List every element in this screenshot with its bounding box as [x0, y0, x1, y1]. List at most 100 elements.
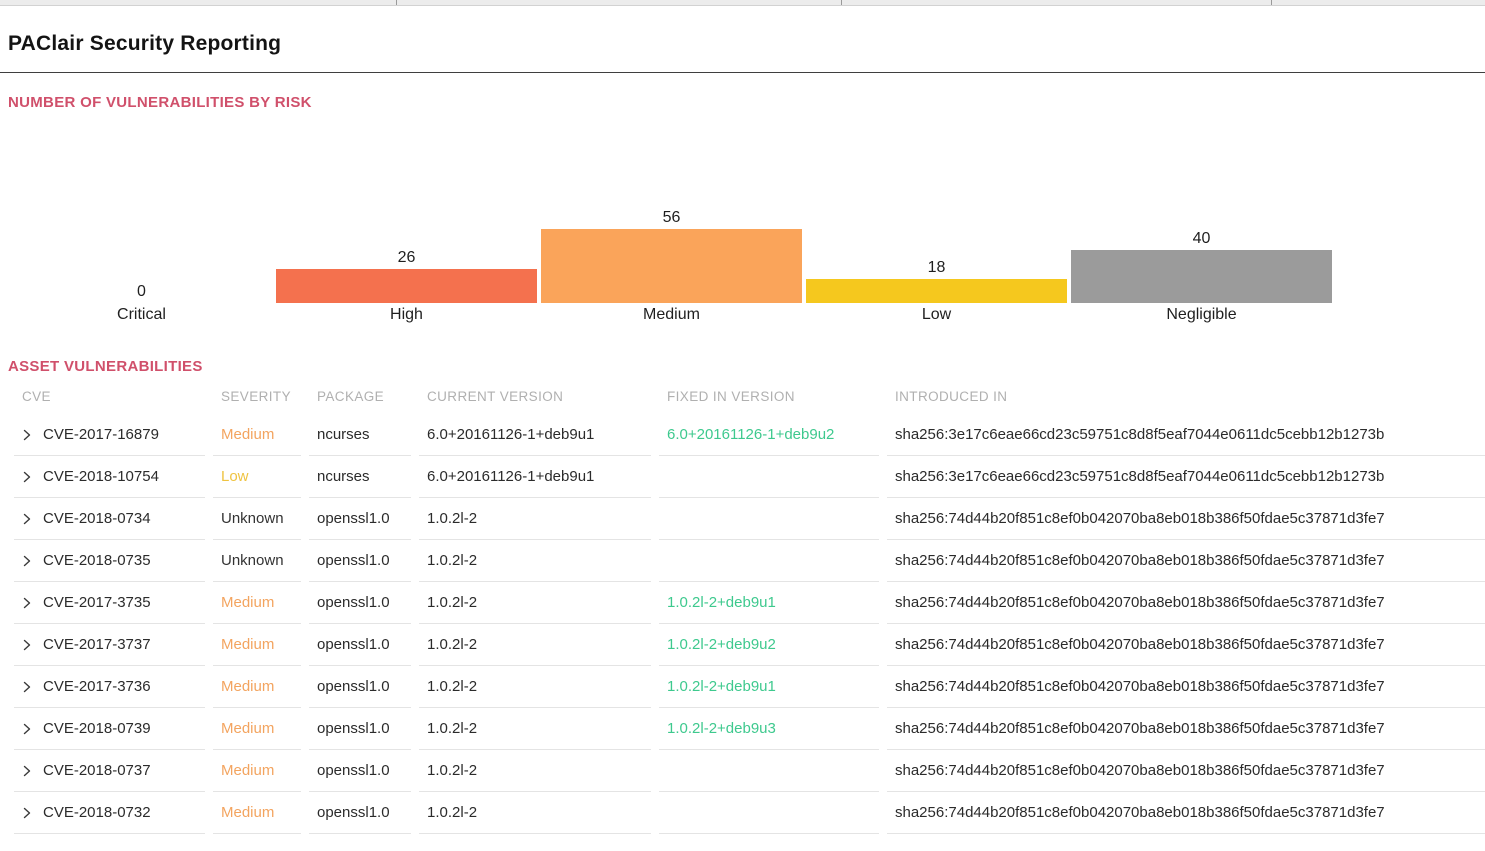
- severity-value: Medium: [213, 666, 301, 708]
- current-version-value: 1.0.2l-2: [419, 792, 651, 834]
- bar-value-label: 56: [662, 209, 681, 226]
- severity-value: Medium: [213, 414, 301, 456]
- table-row[interactable]: CVE-2018-0737 Medium openssl1.0 1.0.2l-2…: [14, 750, 1485, 792]
- bar-chart: 0 Critical 26 High 56 Medium 18 Low 40 N…: [11, 209, 1485, 325]
- title-divider: [0, 72, 1485, 73]
- table-row[interactable]: CVE-2018-0734 Unknown openssl1.0 1.0.2l-…: [14, 498, 1485, 540]
- package-value: openssl1.0: [309, 750, 411, 792]
- package-value: openssl1.0: [309, 540, 411, 582]
- introduced-in-value: sha256:3e17c6eae66cd23c59751c8d8f5eaf704…: [887, 414, 1485, 456]
- introduced-in-value: sha256:74d44b20f851c8ef0b042070ba8eb018b…: [887, 582, 1485, 624]
- bar-category-label: Negligible: [1166, 306, 1237, 323]
- fixed-in-version-value: 1.0.2l-2+deb9u1: [659, 582, 879, 624]
- fixed-in-version-value: [659, 792, 879, 834]
- fixed-in-version-value: [659, 456, 879, 498]
- table-row[interactable]: CVE-2018-10754 Low ncurses 6.0+20161126-…: [14, 456, 1485, 498]
- fixed-in-version-value: [659, 540, 879, 582]
- severity-value: Unknown: [213, 498, 301, 540]
- chevron-right-icon[interactable]: [22, 807, 32, 819]
- severity-value: Medium: [213, 708, 301, 750]
- introduced-in-value: sha256:74d44b20f851c8ef0b042070ba8eb018b…: [887, 750, 1485, 792]
- cve-id: CVE-2017-16879: [43, 426, 159, 443]
- table-row[interactable]: CVE-2017-3736 Medium openssl1.0 1.0.2l-2…: [14, 666, 1485, 708]
- introduced-in-value: sha256:74d44b20f851c8ef0b042070ba8eb018b…: [887, 792, 1485, 834]
- cve-id: CVE-2018-0739: [43, 720, 151, 737]
- current-version-value: 1.0.2l-2: [419, 666, 651, 708]
- current-version-value: 1.0.2l-2: [419, 708, 651, 750]
- bar-category-label: High: [390, 306, 423, 323]
- table-section-heading: ASSET VULNERABILITIES: [8, 358, 203, 375]
- column-header-current-version: CURRENT VERSION: [427, 389, 564, 404]
- package-value: ncurses: [309, 456, 411, 498]
- cve-id: CVE-2018-0737: [43, 762, 151, 779]
- chevron-right-icon[interactable]: [22, 681, 32, 693]
- table-row[interactable]: CVE-2017-3735 Medium openssl1.0 1.0.2l-2…: [14, 582, 1485, 624]
- chevron-right-icon[interactable]: [22, 471, 32, 483]
- bar: [541, 229, 802, 303]
- severity-value: Medium: [213, 792, 301, 834]
- chevron-right-icon[interactable]: [22, 513, 32, 525]
- package-value: openssl1.0: [309, 708, 411, 750]
- table-row[interactable]: CVE-2017-16879 Medium ncurses 6.0+201611…: [14, 414, 1485, 456]
- bar-category-label: Critical: [117, 306, 166, 323]
- bar-value-label: 26: [397, 249, 416, 266]
- table-row[interactable]: CVE-2017-3737 Medium openssl1.0 1.0.2l-2…: [14, 624, 1485, 666]
- current-version-value: 1.0.2l-2: [419, 750, 651, 792]
- top-strip-divider: [396, 0, 397, 5]
- package-value: openssl1.0: [309, 666, 411, 708]
- bar-chart-slot: 56 Medium: [541, 209, 802, 325]
- cve-id: CVE-2017-3735: [43, 594, 151, 611]
- cve-id: CVE-2017-3736: [43, 678, 151, 695]
- column-header-fixed-in-version: FIXED IN VERSION: [667, 389, 795, 404]
- top-strip-divider: [841, 0, 842, 5]
- package-value: openssl1.0: [309, 792, 411, 834]
- cve-id: CVE-2018-0735: [43, 552, 151, 569]
- package-value: ncurses: [309, 414, 411, 456]
- top-strip: [0, 0, 1485, 6]
- fixed-in-version-value: [659, 750, 879, 792]
- chevron-right-icon[interactable]: [22, 555, 32, 567]
- chevron-right-icon[interactable]: [22, 723, 32, 735]
- current-version-value: 1.0.2l-2: [419, 624, 651, 666]
- bar-category-label: Low: [921, 306, 952, 323]
- bar-value-label: 40: [1192, 230, 1211, 247]
- column-header-introduced-in: INTRODUCED IN: [895, 389, 1008, 404]
- introduced-in-value: sha256:74d44b20f851c8ef0b042070ba8eb018b…: [887, 624, 1485, 666]
- top-strip-divider: [1271, 0, 1272, 5]
- current-version-value: 6.0+20161126-1+deb9u1: [419, 414, 651, 456]
- package-value: openssl1.0: [309, 582, 411, 624]
- vulnerability-table: CVE SEVERITY PACKAGE CURRENT VERSION FIX…: [6, 381, 1485, 834]
- bar: [1071, 250, 1332, 303]
- table-row[interactable]: CVE-2018-0732 Medium openssl1.0 1.0.2l-2…: [14, 792, 1485, 834]
- bar-chart-slot: 0 Critical: [11, 283, 272, 325]
- bar: [806, 279, 1067, 303]
- column-header-severity: SEVERITY: [221, 389, 291, 404]
- introduced-in-value: sha256:3e17c6eae66cd23c59751c8d8f5eaf704…: [887, 456, 1485, 498]
- bar-chart-slot: 26 High: [276, 249, 537, 325]
- severity-value: Medium: [213, 624, 301, 666]
- chevron-right-icon[interactable]: [22, 429, 32, 441]
- table-row[interactable]: CVE-2018-0739 Medium openssl1.0 1.0.2l-2…: [14, 708, 1485, 750]
- chart-section-heading: NUMBER OF VULNERABILITIES BY RISK: [8, 94, 312, 111]
- cve-id: CVE-2018-0732: [43, 804, 151, 821]
- current-version-value: 1.0.2l-2: [419, 540, 651, 582]
- severity-value: Unknown: [213, 540, 301, 582]
- fixed-in-version-value: [659, 498, 879, 540]
- cve-id: CVE-2017-3737: [43, 636, 151, 653]
- column-header-cve: CVE: [22, 389, 51, 404]
- chevron-right-icon[interactable]: [22, 597, 32, 609]
- table-body: CVE-2017-16879 Medium ncurses 6.0+201611…: [14, 414, 1485, 834]
- fixed-in-version-value: 6.0+20161126-1+deb9u2: [659, 414, 879, 456]
- fixed-in-version-value: 1.0.2l-2+deb9u3: [659, 708, 879, 750]
- introduced-in-value: sha256:74d44b20f851c8ef0b042070ba8eb018b…: [887, 540, 1485, 582]
- introduced-in-value: sha256:74d44b20f851c8ef0b042070ba8eb018b…: [887, 498, 1485, 540]
- table-row[interactable]: CVE-2018-0735 Unknown openssl1.0 1.0.2l-…: [14, 540, 1485, 582]
- bar-value-label: 18: [927, 259, 946, 276]
- current-version-value: 1.0.2l-2: [419, 582, 651, 624]
- chevron-right-icon[interactable]: [22, 639, 32, 651]
- column-header-package: PACKAGE: [317, 389, 385, 404]
- cve-id: CVE-2018-0734: [43, 510, 151, 527]
- fixed-in-version-value: 1.0.2l-2+deb9u2: [659, 624, 879, 666]
- chevron-right-icon[interactable]: [22, 765, 32, 777]
- bar-chart-slot: 40 Negligible: [1071, 230, 1332, 325]
